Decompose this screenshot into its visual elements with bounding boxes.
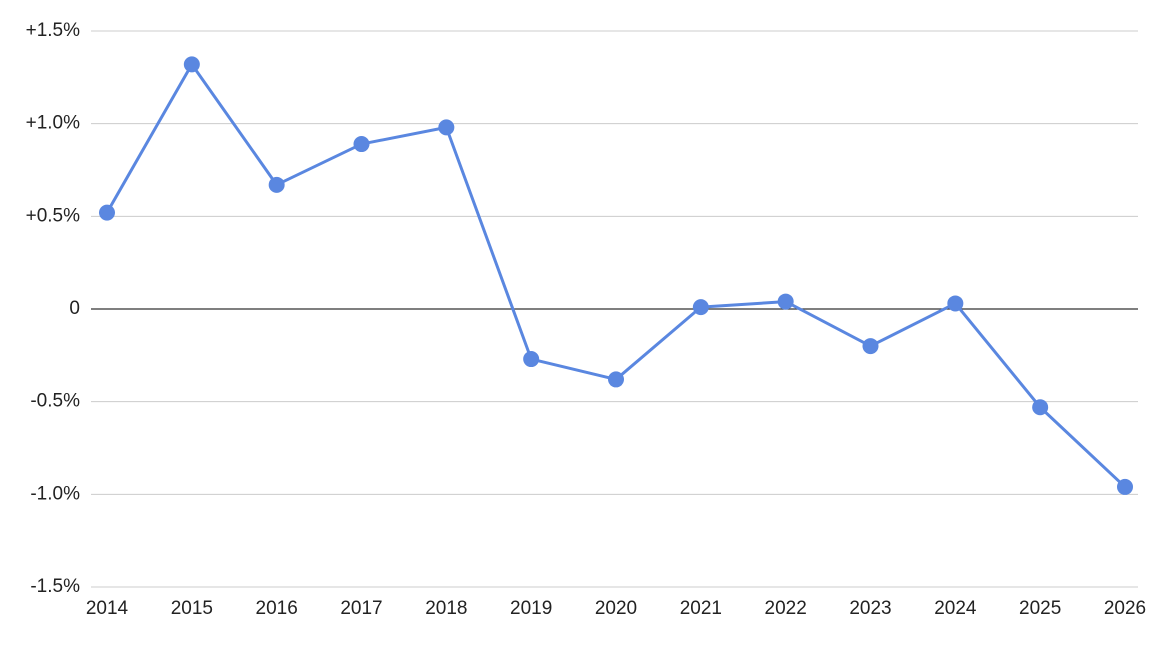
y-tick-label: -1.0% [30,483,80,504]
point [862,338,879,355]
point [947,295,964,312]
x-tick-label: 2015 [171,598,213,619]
y-tick-label: 0 [69,298,80,319]
y-tick-label: -0.5% [30,391,80,412]
y-tick-label: +1.0% [26,113,81,134]
x-tick-label: 2026 [1104,598,1146,619]
point [99,204,115,221]
x-tick-label: 2024 [934,598,977,619]
point [268,176,285,193]
x-tick-label: 2023 [849,598,891,619]
point [523,351,540,368]
point [183,56,200,73]
x-tick-label: 2014 [86,598,129,619]
y-tick-label: +1.5% [26,20,81,41]
point [1032,399,1049,416]
x-tick-label: 2016 [256,598,298,619]
x-tick-label: 2019 [510,598,552,619]
x-tick-label: 2018 [425,598,467,619]
y-tick-label: +0.5% [26,205,81,226]
x-tick-label: 2020 [595,598,637,619]
point [438,119,455,136]
point [1117,478,1133,495]
point [353,136,370,153]
point [608,371,624,388]
x-tick-label: 2022 [765,598,807,619]
x-tick-label: 2025 [1019,598,1061,619]
x-tick-label: 2017 [340,598,382,619]
line [105,62,1127,489]
point [777,293,794,310]
x-tick-label: 2021 [680,598,722,619]
y-tick-label: -1.5% [30,576,80,597]
point [692,299,709,316]
